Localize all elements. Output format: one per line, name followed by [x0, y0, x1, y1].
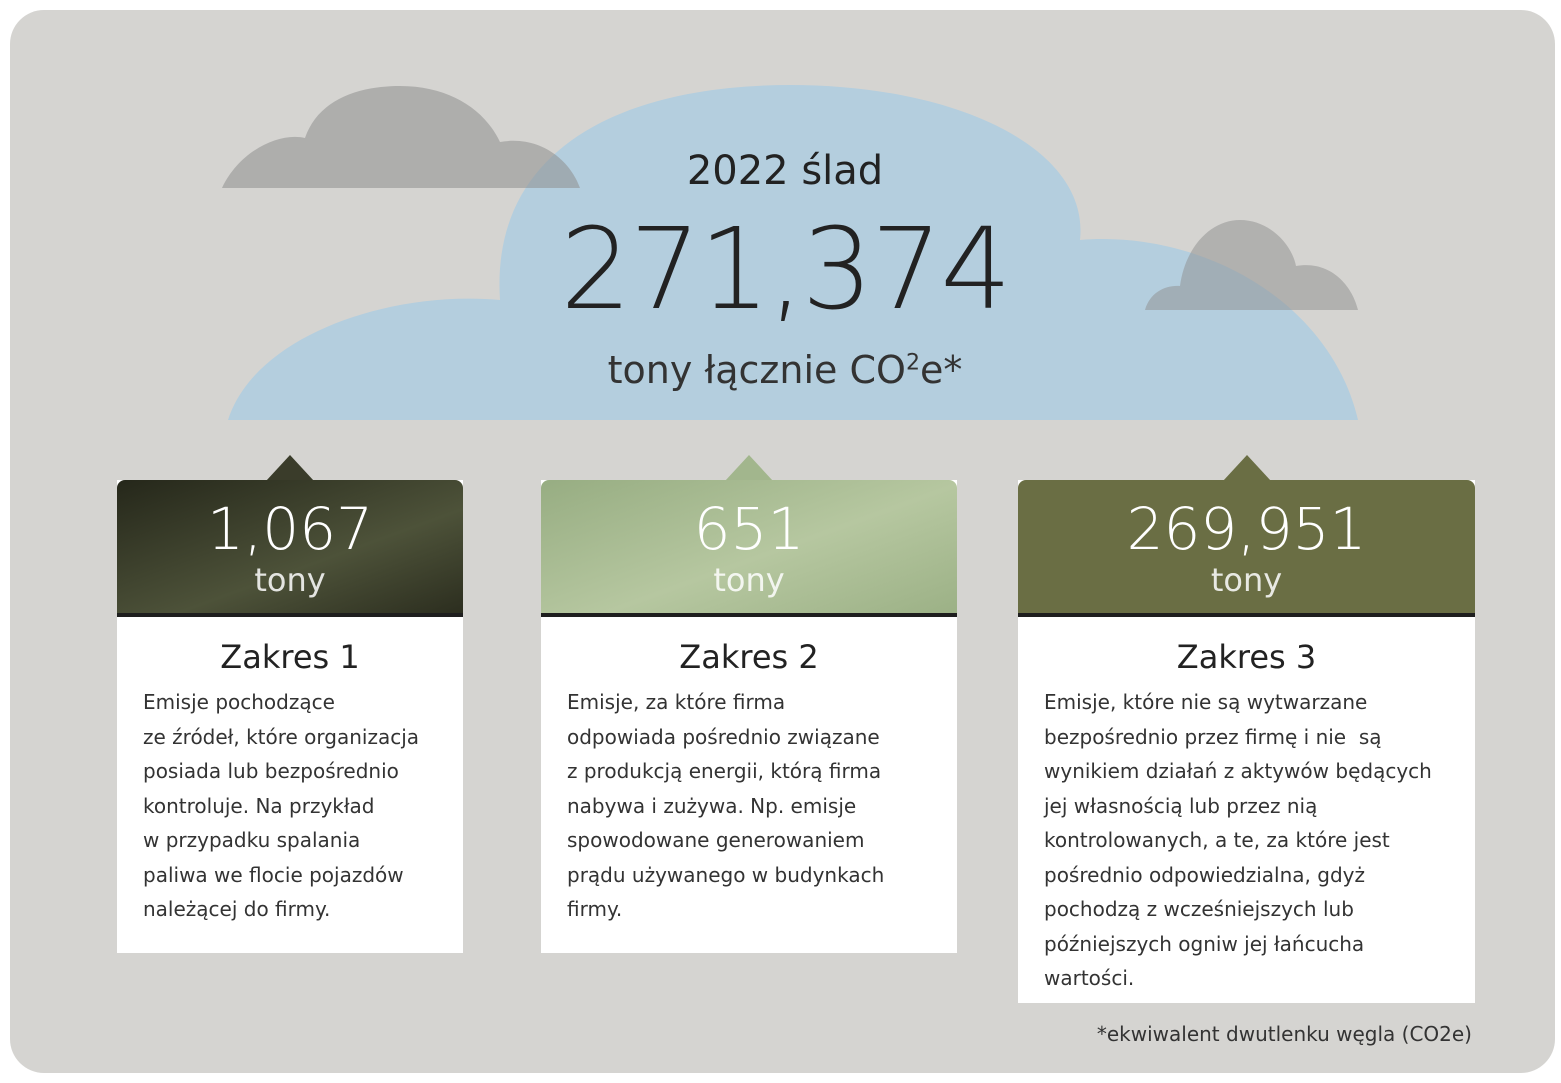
- description-line: pośrednio odpowiedzialna, gdyż: [1044, 858, 1432, 893]
- scope-title: Zakres 2: [541, 638, 957, 676]
- description-line: nabywa i zużywa. Np. emisje: [567, 789, 884, 824]
- description-line: późniejszych ogniw jej łańcucha: [1044, 927, 1432, 962]
- total-unit: tony łącznie CO2e*: [485, 348, 1085, 392]
- description-line: wartości.: [1044, 961, 1432, 996]
- description-line: firmy.: [567, 892, 884, 927]
- pointer: [1223, 455, 1271, 481]
- scope-title: Zakres 3: [1018, 638, 1475, 676]
- total-value: 271,374: [485, 205, 1085, 335]
- description-line: Emisje, za które firma: [567, 685, 884, 720]
- description-line: Emisje, które nie są wytwarzane: [1044, 685, 1432, 720]
- unit-sup: 2: [906, 350, 920, 375]
- description-line: ze źródeł, które organizacja: [143, 720, 419, 755]
- scope-unit: tony: [117, 562, 463, 598]
- scope-value: 1,067: [117, 496, 463, 562]
- description-line: Emisje pochodzące: [143, 685, 419, 720]
- description-line: wynikiem działań z aktywów będących: [1044, 754, 1432, 789]
- footnote: *ekwiwalent dwutlenku węgla (CO2e): [972, 1022, 1472, 1046]
- description-line: pochodzą z wcześniejszych lub: [1044, 892, 1432, 927]
- scope-value: 651: [541, 496, 957, 562]
- description-line: należącej do firmy.: [143, 892, 419, 927]
- unit-text: tony łącznie CO: [608, 348, 906, 392]
- unit-text: e*: [920, 348, 962, 392]
- description-line: prądu używanego w budynkach: [567, 858, 884, 893]
- description-line: posiada lub bezpośrednio: [143, 754, 419, 789]
- description-line: w przypadku spalania: [143, 823, 419, 858]
- description-line: kontrolowanych, a te, za które jest: [1044, 823, 1432, 858]
- page: 2022 ślad 271,374 tony łącznie CO2e* 1,0…: [0, 0, 1561, 1083]
- grey-cloud: [222, 86, 580, 188]
- scope-title: Zakres 1: [117, 638, 463, 676]
- scope-value: 269,951: [1018, 496, 1475, 562]
- description-line: spowodowane generowaniem: [567, 823, 884, 858]
- scope-unit: tony: [1018, 562, 1475, 598]
- description-line: odpowiada pośrednio związane: [567, 720, 884, 755]
- description-line: jej własnością lub przez nią: [1044, 789, 1432, 824]
- description-line: z produkcją energii, którą firma: [567, 754, 884, 789]
- total-heading: 2022 ślad: [585, 148, 985, 194]
- pointer: [266, 455, 314, 481]
- pointer: [725, 455, 773, 481]
- description-line: kontroluje. Na przykład: [143, 789, 419, 824]
- description-line: bezpośrednio przez firmę i nie są: [1044, 720, 1432, 755]
- description-line: paliwa we flocie pojazdów: [143, 858, 419, 893]
- scope-unit: tony: [541, 562, 957, 598]
